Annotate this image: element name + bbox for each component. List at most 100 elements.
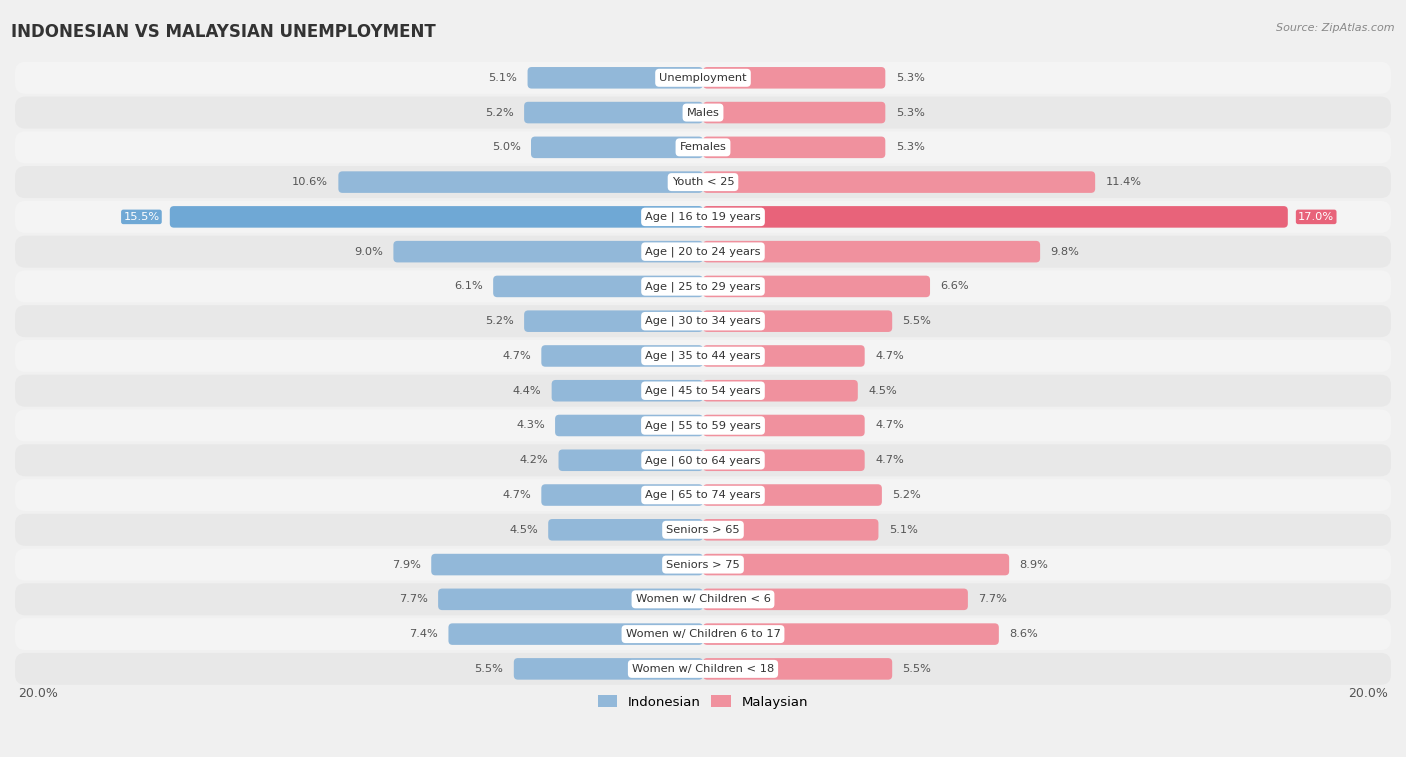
Text: 4.7%: 4.7% [502,351,531,361]
Text: Women w/ Children < 6: Women w/ Children < 6 [636,594,770,604]
FancyBboxPatch shape [703,101,886,123]
Text: 4.5%: 4.5% [868,386,897,396]
FancyBboxPatch shape [15,270,1391,302]
Text: 5.2%: 5.2% [893,490,921,500]
FancyBboxPatch shape [15,584,1391,615]
Text: 5.5%: 5.5% [475,664,503,674]
FancyBboxPatch shape [541,484,703,506]
Text: Age | 16 to 19 years: Age | 16 to 19 years [645,212,761,222]
FancyBboxPatch shape [703,623,998,645]
FancyBboxPatch shape [449,623,703,645]
FancyBboxPatch shape [703,136,886,158]
Text: 5.3%: 5.3% [896,107,925,117]
FancyBboxPatch shape [703,206,1288,228]
Text: 5.5%: 5.5% [903,316,931,326]
FancyBboxPatch shape [15,340,1391,372]
FancyBboxPatch shape [432,554,703,575]
Text: 5.1%: 5.1% [889,525,918,534]
Text: 10.6%: 10.6% [292,177,328,187]
Text: Women w/ Children < 18: Women w/ Children < 18 [631,664,775,674]
Text: 7.7%: 7.7% [979,594,1007,604]
Text: Age | 55 to 59 years: Age | 55 to 59 years [645,420,761,431]
Text: 4.7%: 4.7% [502,490,531,500]
Text: Age | 65 to 74 years: Age | 65 to 74 years [645,490,761,500]
FancyBboxPatch shape [15,479,1391,511]
FancyBboxPatch shape [555,415,703,436]
Text: 4.5%: 4.5% [509,525,538,534]
Text: 5.5%: 5.5% [903,664,931,674]
Text: 6.6%: 6.6% [941,282,969,291]
Text: Females: Females [679,142,727,152]
Text: 5.1%: 5.1% [488,73,517,83]
Text: 9.8%: 9.8% [1050,247,1080,257]
Text: 5.3%: 5.3% [896,142,925,152]
Text: Age | 60 to 64 years: Age | 60 to 64 years [645,455,761,466]
Text: 4.7%: 4.7% [875,455,904,466]
Text: Youth < 25: Youth < 25 [672,177,734,187]
Text: Males: Males [686,107,720,117]
FancyBboxPatch shape [703,171,1095,193]
FancyBboxPatch shape [15,235,1391,268]
Text: 17.0%: 17.0% [1298,212,1334,222]
Text: Seniors > 75: Seniors > 75 [666,559,740,569]
FancyBboxPatch shape [703,415,865,436]
Text: 15.5%: 15.5% [124,212,159,222]
Text: Age | 20 to 24 years: Age | 20 to 24 years [645,246,761,257]
FancyBboxPatch shape [15,201,1391,233]
FancyBboxPatch shape [703,241,1040,263]
Text: 8.9%: 8.9% [1019,559,1049,569]
Text: 5.2%: 5.2% [485,107,513,117]
Text: 4.4%: 4.4% [513,386,541,396]
Text: Age | 25 to 29 years: Age | 25 to 29 years [645,281,761,291]
Text: 8.6%: 8.6% [1010,629,1038,639]
Text: INDONESIAN VS MALAYSIAN UNEMPLOYMENT: INDONESIAN VS MALAYSIAN UNEMPLOYMENT [11,23,436,41]
FancyBboxPatch shape [524,310,703,332]
Text: Source: ZipAtlas.com: Source: ZipAtlas.com [1277,23,1395,33]
FancyBboxPatch shape [494,276,703,298]
Text: Women w/ Children 6 to 17: Women w/ Children 6 to 17 [626,629,780,639]
Text: 4.7%: 4.7% [875,420,904,431]
FancyBboxPatch shape [703,380,858,401]
Text: 20.0%: 20.0% [1348,687,1388,700]
FancyBboxPatch shape [339,171,703,193]
FancyBboxPatch shape [558,450,703,471]
Text: Unemployment: Unemployment [659,73,747,83]
Legend: Indonesian, Malaysian: Indonesian, Malaysian [592,690,814,714]
Text: Age | 30 to 34 years: Age | 30 to 34 years [645,316,761,326]
Text: 5.3%: 5.3% [896,73,925,83]
FancyBboxPatch shape [15,410,1391,441]
Text: Age | 45 to 54 years: Age | 45 to 54 years [645,385,761,396]
FancyBboxPatch shape [703,658,893,680]
FancyBboxPatch shape [394,241,703,263]
Text: 20.0%: 20.0% [18,687,58,700]
FancyBboxPatch shape [703,345,865,366]
FancyBboxPatch shape [703,276,929,298]
FancyBboxPatch shape [527,67,703,89]
FancyBboxPatch shape [15,132,1391,164]
Text: 5.2%: 5.2% [485,316,513,326]
FancyBboxPatch shape [541,345,703,366]
Text: 5.0%: 5.0% [492,142,520,152]
FancyBboxPatch shape [703,588,967,610]
FancyBboxPatch shape [703,519,879,540]
Text: 17.0%: 17.0% [1298,212,1334,222]
Text: Age | 35 to 44 years: Age | 35 to 44 years [645,350,761,361]
FancyBboxPatch shape [524,101,703,123]
FancyBboxPatch shape [15,653,1391,685]
FancyBboxPatch shape [439,588,703,610]
FancyBboxPatch shape [551,380,703,401]
FancyBboxPatch shape [703,450,865,471]
Text: 15.5%: 15.5% [124,212,159,222]
FancyBboxPatch shape [15,514,1391,546]
FancyBboxPatch shape [513,658,703,680]
FancyBboxPatch shape [170,206,703,228]
FancyBboxPatch shape [15,166,1391,198]
FancyBboxPatch shape [15,62,1391,94]
Text: 7.7%: 7.7% [399,594,427,604]
FancyBboxPatch shape [15,444,1391,476]
FancyBboxPatch shape [531,136,703,158]
Text: 7.9%: 7.9% [392,559,420,569]
FancyBboxPatch shape [703,67,886,89]
Text: 4.7%: 4.7% [875,351,904,361]
FancyBboxPatch shape [15,549,1391,581]
